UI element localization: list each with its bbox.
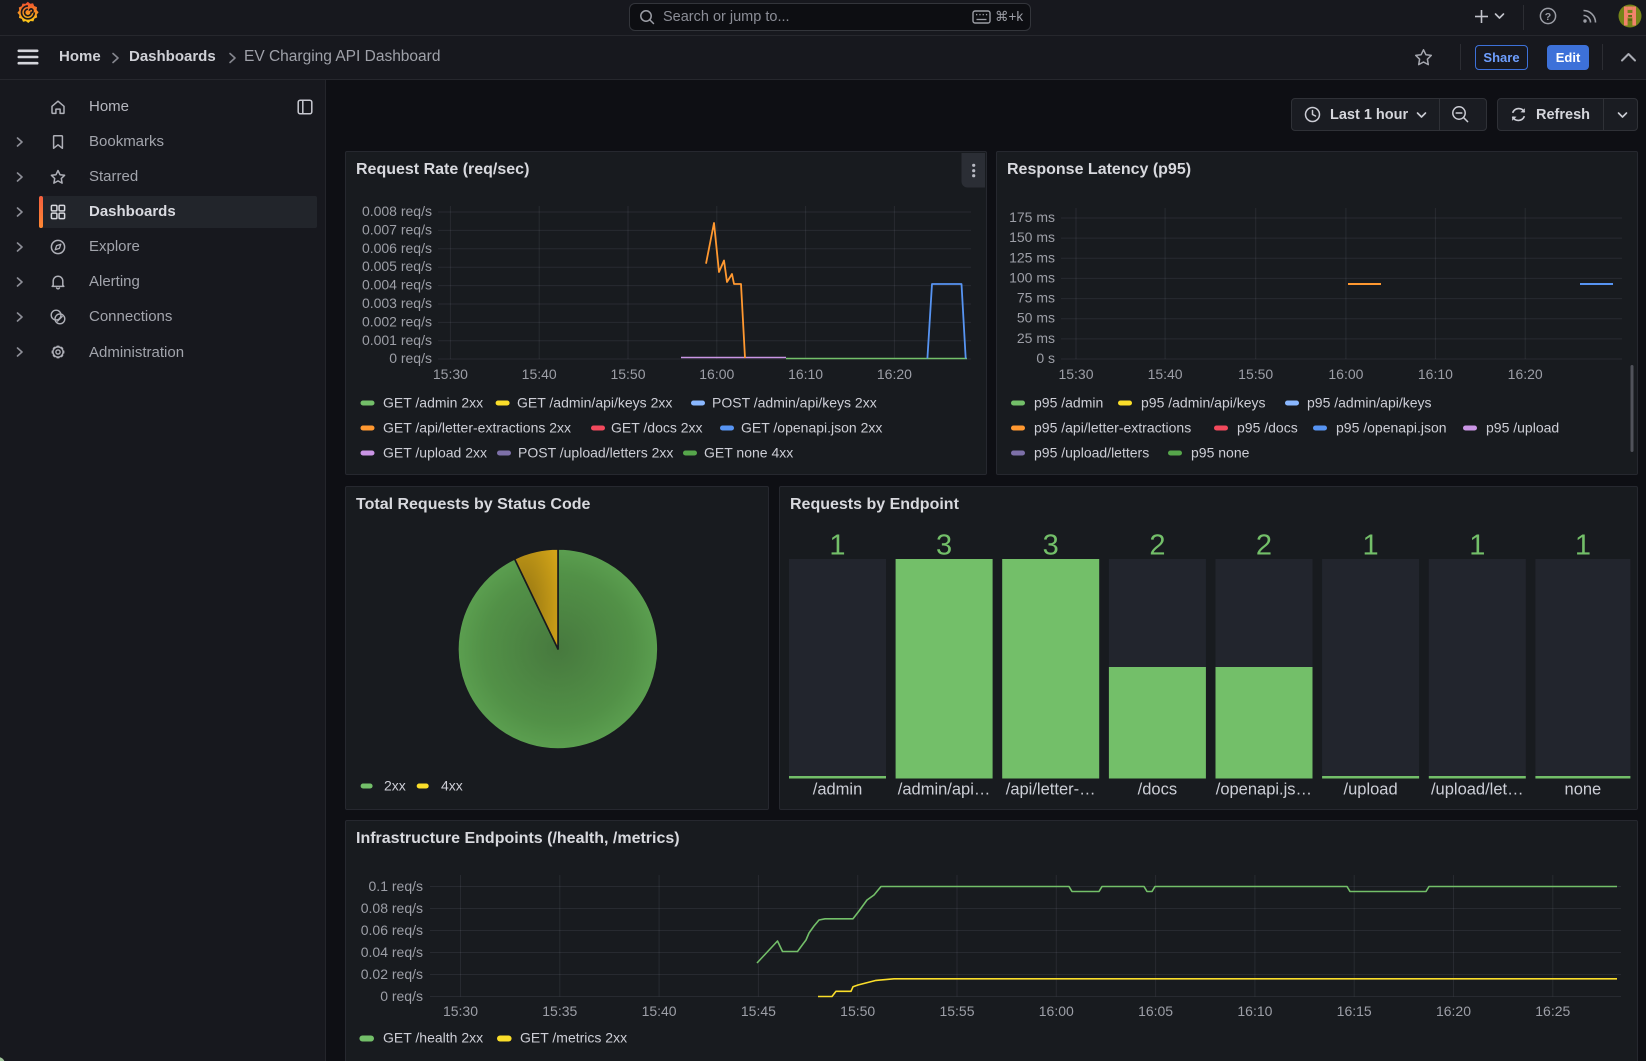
svg-text:15:30: 15:30: [1058, 366, 1093, 382]
svg-text:none: none: [1565, 781, 1602, 799]
svg-text:16:10: 16:10: [1237, 1003, 1272, 1019]
svg-text:15:45: 15:45: [741, 1003, 776, 1019]
svg-text:15:30: 15:30: [433, 366, 468, 382]
svg-text:15:35: 15:35: [542, 1003, 577, 1019]
svg-text:p95 /openapi.json: p95 /openapi.json: [1336, 420, 1447, 436]
svg-text:16:20: 16:20: [1508, 366, 1543, 382]
svg-text:/docs: /docs: [1138, 781, 1177, 799]
svg-text:1: 1: [1469, 530, 1485, 562]
svg-text:GET /metrics 2xx: GET /metrics 2xx: [520, 1030, 627, 1046]
svg-text:150 ms: 150 ms: [1009, 229, 1055, 245]
svg-text:16:00: 16:00: [1328, 366, 1363, 382]
svg-text:/upload/let…: /upload/let…: [1431, 781, 1524, 799]
svg-text:0.08 req/s: 0.08 req/s: [361, 900, 423, 916]
svg-text:/upload: /upload: [1344, 781, 1398, 799]
svg-text:15:40: 15:40: [642, 1003, 677, 1019]
svg-text:2: 2: [1256, 530, 1272, 562]
svg-text:16:25: 16:25: [1535, 1003, 1570, 1019]
svg-text:POST /upload/letters 2xx: POST /upload/letters 2xx: [518, 445, 673, 461]
svg-text:75 ms: 75 ms: [1017, 290, 1055, 306]
svg-text:GET /docs 2xx: GET /docs 2xx: [611, 420, 703, 436]
svg-text:?: ?: [1545, 11, 1551, 23]
svg-text:15:40: 15:40: [1148, 366, 1183, 382]
svg-text:p95 /admin/api/keys: p95 /admin/api/keys: [1141, 395, 1266, 411]
svg-text:4xx: 4xx: [441, 778, 463, 794]
svg-text:GET /health 2xx: GET /health 2xx: [383, 1030, 483, 1046]
svg-text:3: 3: [936, 530, 952, 562]
svg-text:16:10: 16:10: [788, 366, 823, 382]
svg-text:p95 /admin: p95 /admin: [1034, 395, 1103, 411]
svg-text:0.04 req/s: 0.04 req/s: [361, 944, 423, 960]
svg-text:0.002 req/s: 0.002 req/s: [362, 313, 432, 329]
svg-text:16:00: 16:00: [1039, 1003, 1074, 1019]
svg-text:15:30: 15:30: [443, 1003, 478, 1019]
svg-text:GET /admin 2xx: GET /admin 2xx: [383, 395, 483, 411]
svg-text:0.008 req/s: 0.008 req/s: [362, 203, 432, 219]
svg-text:0 s: 0 s: [1036, 350, 1055, 366]
svg-text:/admin: /admin: [813, 781, 863, 799]
svg-text:50 ms: 50 ms: [1017, 310, 1055, 326]
svg-text:16:20: 16:20: [877, 366, 912, 382]
svg-text:p95 none: p95 none: [1191, 445, 1250, 461]
svg-text:0.1 req/s: 0.1 req/s: [369, 878, 423, 894]
svg-text:/api/letter-…: /api/letter-…: [1006, 781, 1096, 799]
svg-text:15:55: 15:55: [939, 1003, 974, 1019]
svg-text:15:50: 15:50: [840, 1003, 875, 1019]
svg-text:p95 /upload/letters: p95 /upload/letters: [1034, 445, 1149, 461]
svg-text:GET /upload 2xx: GET /upload 2xx: [383, 445, 487, 461]
svg-text:/admin/api…: /admin/api…: [898, 781, 991, 799]
svg-text:16:15: 16:15: [1337, 1003, 1372, 1019]
svg-text:125 ms: 125 ms: [1009, 249, 1055, 265]
svg-text:0.005 req/s: 0.005 req/s: [362, 258, 432, 274]
svg-text:POST /admin/api/keys 2xx: POST /admin/api/keys 2xx: [712, 395, 877, 411]
svg-text:0.003 req/s: 0.003 req/s: [362, 295, 432, 311]
svg-text:3: 3: [1043, 530, 1059, 562]
svg-text:0.006 req/s: 0.006 req/s: [362, 240, 432, 256]
svg-text:16:10: 16:10: [1418, 366, 1453, 382]
svg-text:0.02 req/s: 0.02 req/s: [361, 966, 423, 982]
svg-text:0 req/s: 0 req/s: [389, 350, 432, 366]
svg-text:2: 2: [1149, 530, 1165, 562]
svg-text:100 ms: 100 ms: [1009, 269, 1055, 285]
svg-text:0.06 req/s: 0.06 req/s: [361, 922, 423, 938]
svg-text:p95 /admin/api/keys: p95 /admin/api/keys: [1307, 395, 1432, 411]
svg-text:0.004 req/s: 0.004 req/s: [362, 277, 432, 293]
svg-text:p95 /api/letter-extractions: p95 /api/letter-extractions: [1034, 420, 1191, 436]
svg-text:0.001 req/s: 0.001 req/s: [362, 332, 432, 348]
svg-text:GET /admin/api/keys 2xx: GET /admin/api/keys 2xx: [517, 395, 672, 411]
svg-text:1: 1: [829, 530, 845, 562]
svg-text:25 ms: 25 ms: [1017, 330, 1055, 346]
svg-text:GET none 4xx: GET none 4xx: [704, 445, 793, 461]
svg-text:GET /api/letter-extractions 2x: GET /api/letter-extractions 2xx: [383, 420, 571, 436]
svg-text:p95 /docs: p95 /docs: [1237, 420, 1298, 436]
svg-text:GET /openapi.json 2xx: GET /openapi.json 2xx: [741, 420, 882, 436]
svg-text:2xx: 2xx: [384, 778, 406, 794]
svg-text:1: 1: [1575, 530, 1591, 562]
svg-text:16:00: 16:00: [699, 366, 734, 382]
svg-text:175 ms: 175 ms: [1009, 209, 1055, 225]
svg-text:15:40: 15:40: [522, 366, 557, 382]
svg-text:0.007 req/s: 0.007 req/s: [362, 221, 432, 237]
svg-text:/openapi.js…: /openapi.js…: [1216, 781, 1312, 799]
svg-text:15:50: 15:50: [1238, 366, 1273, 382]
svg-text:0 req/s: 0 req/s: [380, 988, 423, 1004]
svg-text:16:05: 16:05: [1138, 1003, 1173, 1019]
svg-text:1: 1: [1363, 530, 1379, 562]
svg-text:16:20: 16:20: [1436, 1003, 1471, 1019]
svg-text:p95 /upload: p95 /upload: [1486, 420, 1559, 436]
svg-text:15:50: 15:50: [610, 366, 645, 382]
